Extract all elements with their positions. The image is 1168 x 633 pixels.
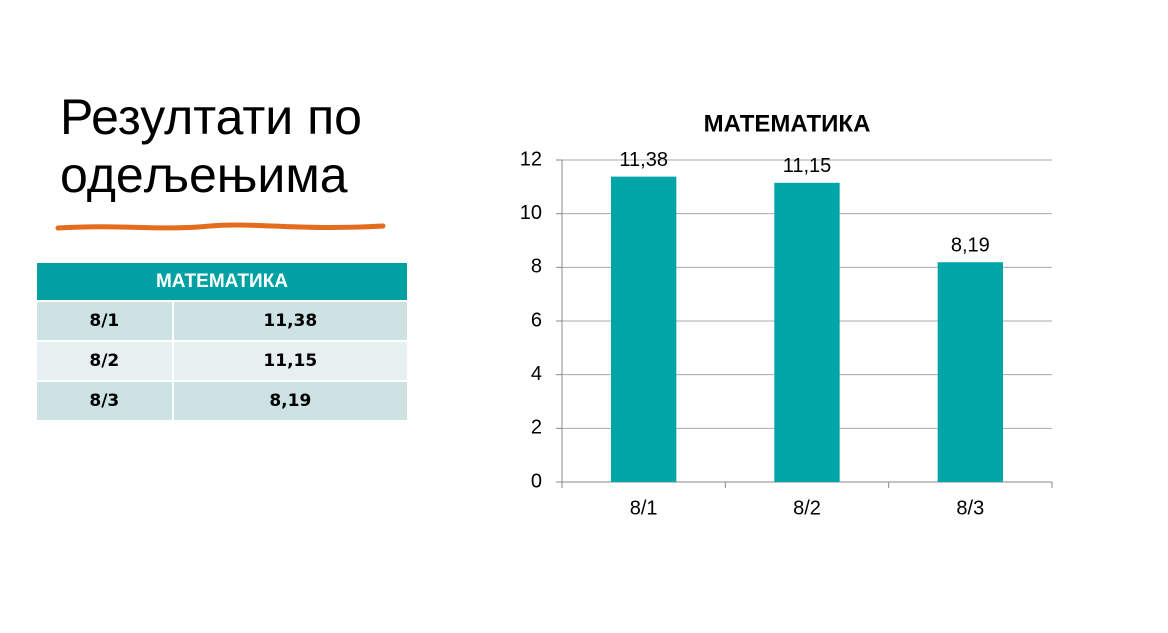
table-cell: 8/3 — [37, 380, 173, 420]
y-tick-label: 10 — [520, 202, 542, 224]
bar — [611, 176, 677, 483]
y-tick-label: 4 — [531, 363, 542, 385]
y-tick-label: 2 — [531, 417, 542, 439]
results-table: МАТЕМАТИКА 8/1 11,38 8/2 11,15 8/3 8,19 — [37, 263, 407, 420]
data-label: 11,38 — [619, 149, 668, 171]
y-tick-label: 6 — [531, 309, 542, 331]
table-cell: 11,15 — [171, 340, 407, 381]
table-row: 8/3 8,19 — [37, 380, 407, 420]
x-tick-label: 8/1 — [630, 497, 658, 519]
chart-title: МАТЕМАТИКА — [704, 110, 871, 137]
table-header: МАТЕМАТИКА — [37, 263, 407, 302]
table-cell: 8,19 — [171, 380, 407, 420]
bar — [937, 262, 1003, 482]
table-cell: 8/1 — [37, 300, 173, 341]
table-header-row: МАТЕМАТИКА — [37, 263, 407, 302]
y-tick-label: 8 — [531, 256, 542, 278]
table-row: 8/2 11,15 — [37, 340, 407, 381]
x-tick-label: 8/2 — [793, 497, 821, 519]
y-tick-label: 12 — [520, 148, 542, 170]
underline-decoration — [55, 222, 386, 231]
x-tick-label: 8/3 — [956, 497, 984, 519]
table-cell: 11,38 — [171, 300, 407, 341]
data-label: 8,19 — [951, 235, 990, 257]
table-cell: 8/2 — [37, 340, 173, 381]
data-label: 11,15 — [783, 155, 832, 177]
bar — [774, 182, 840, 482]
y-tick-label: 0 — [531, 470, 542, 492]
slide-title: Резултати по одељењима — [60, 89, 362, 203]
table-row: 8/1 11,38 — [37, 300, 407, 341]
